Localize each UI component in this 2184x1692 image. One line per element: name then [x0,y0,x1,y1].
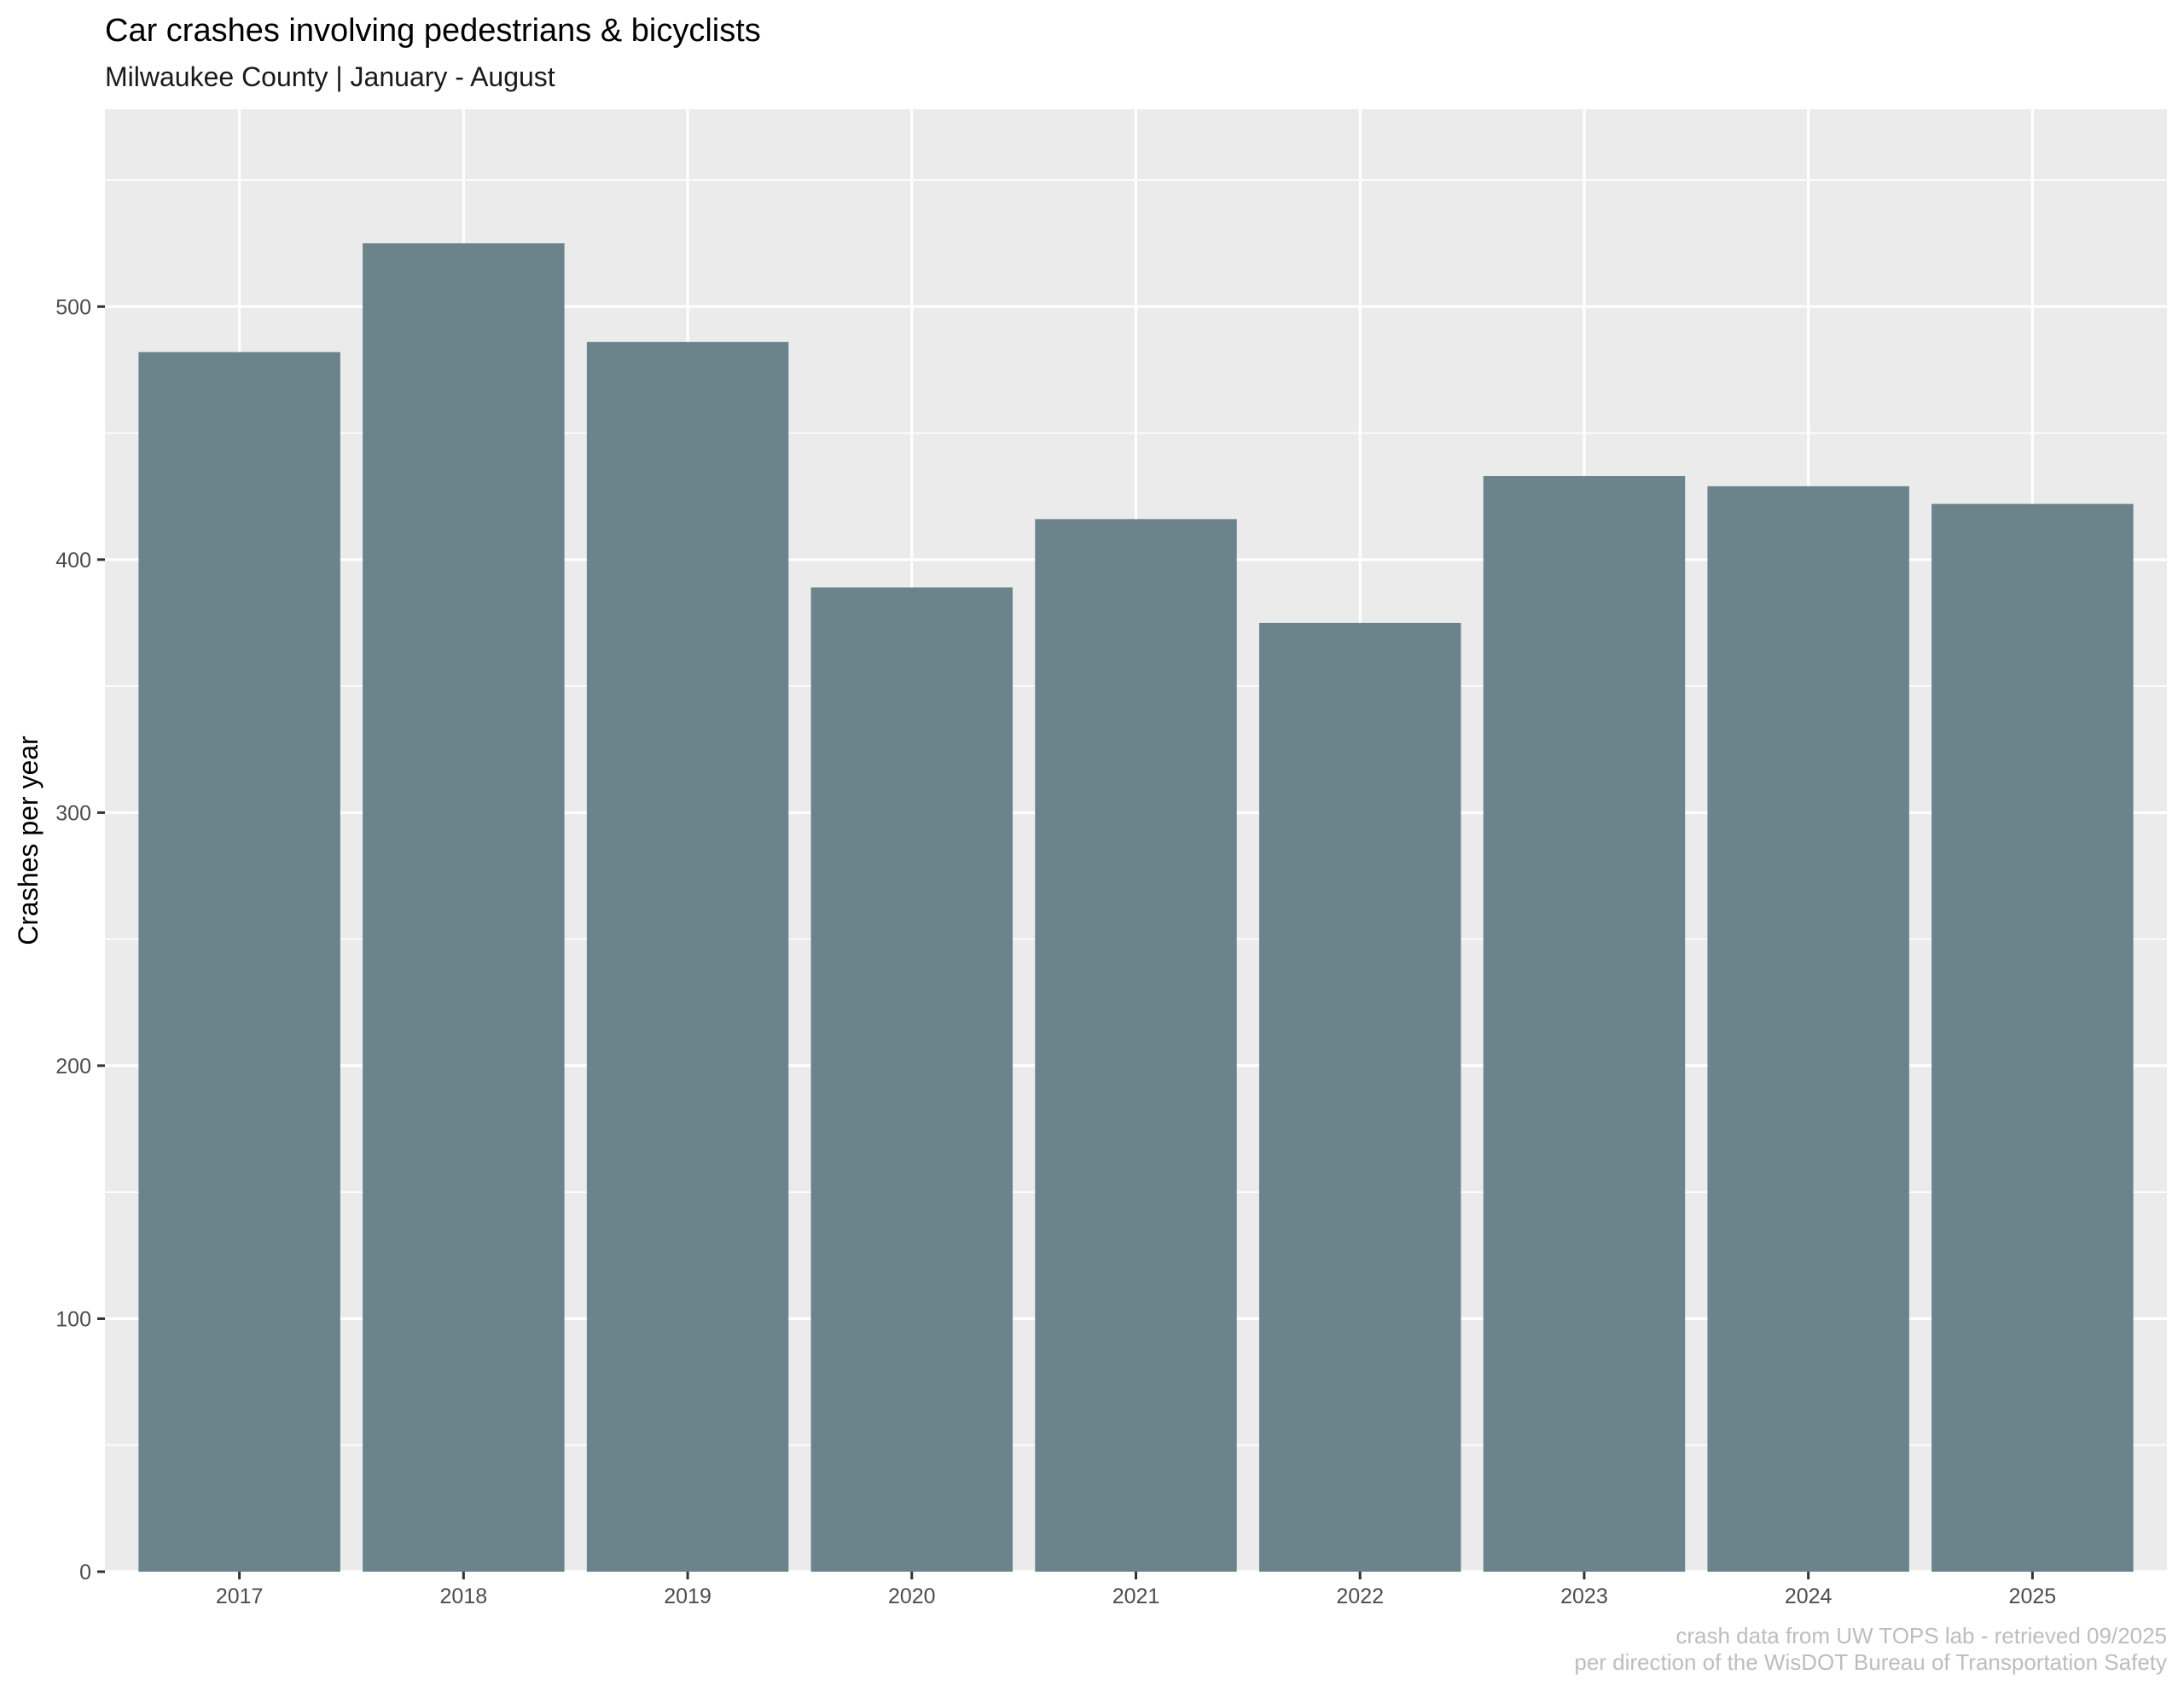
caption-line-2: per direction of the WisDOT Bureau of Tr… [1574,1649,2167,1675]
chart-subtitle: Milwaukee County | January - August [105,61,555,92]
bar-2019 [586,341,789,1572]
bar-2024 [1707,486,1909,1573]
y-axis: 0 100 200 300 400 500 [55,295,105,1584]
chart-title: Car crashes involving pedestrians & bicy… [105,13,761,49]
y-tick-label: 500 [55,295,91,319]
bar-2023 [1483,475,1686,1573]
bar-2020 [810,587,1014,1572]
bar-2018 [363,243,565,1573]
x-tick-label: 2023 [1560,1584,1608,1608]
bar-2021 [1035,519,1237,1572]
x-tick-label: 2020 [888,1584,936,1608]
x-tick-label: 2021 [1112,1584,1160,1608]
x-tick-label: 2022 [1336,1584,1384,1608]
x-tick-label: 2017 [216,1584,264,1608]
y-tick-label: 100 [55,1307,91,1331]
bar-2025 [1931,503,2134,1572]
y-tick-label: 200 [55,1055,91,1079]
bars [138,243,2134,1573]
y-axis-label: Crashes per year [13,736,44,945]
x-tick-label: 2025 [2009,1584,2057,1608]
y-tick-label: 300 [55,801,91,825]
x-tick-label: 2019 [664,1584,712,1608]
caption-line-1: crash data from UW TOPS lab - retrieved … [1676,1623,2167,1648]
x-tick-label: 2018 [440,1584,488,1608]
bar-2017 [138,352,340,1572]
bar-2022 [1258,622,1461,1572]
x-tick-label: 2024 [1785,1584,1833,1608]
x-axis: 2017 2018 2019 2020 2021 2022 2023 2024 2025 [216,1572,2056,1608]
y-tick-label: 400 [55,549,91,573]
y-tick-label: 0 [79,1561,91,1584]
